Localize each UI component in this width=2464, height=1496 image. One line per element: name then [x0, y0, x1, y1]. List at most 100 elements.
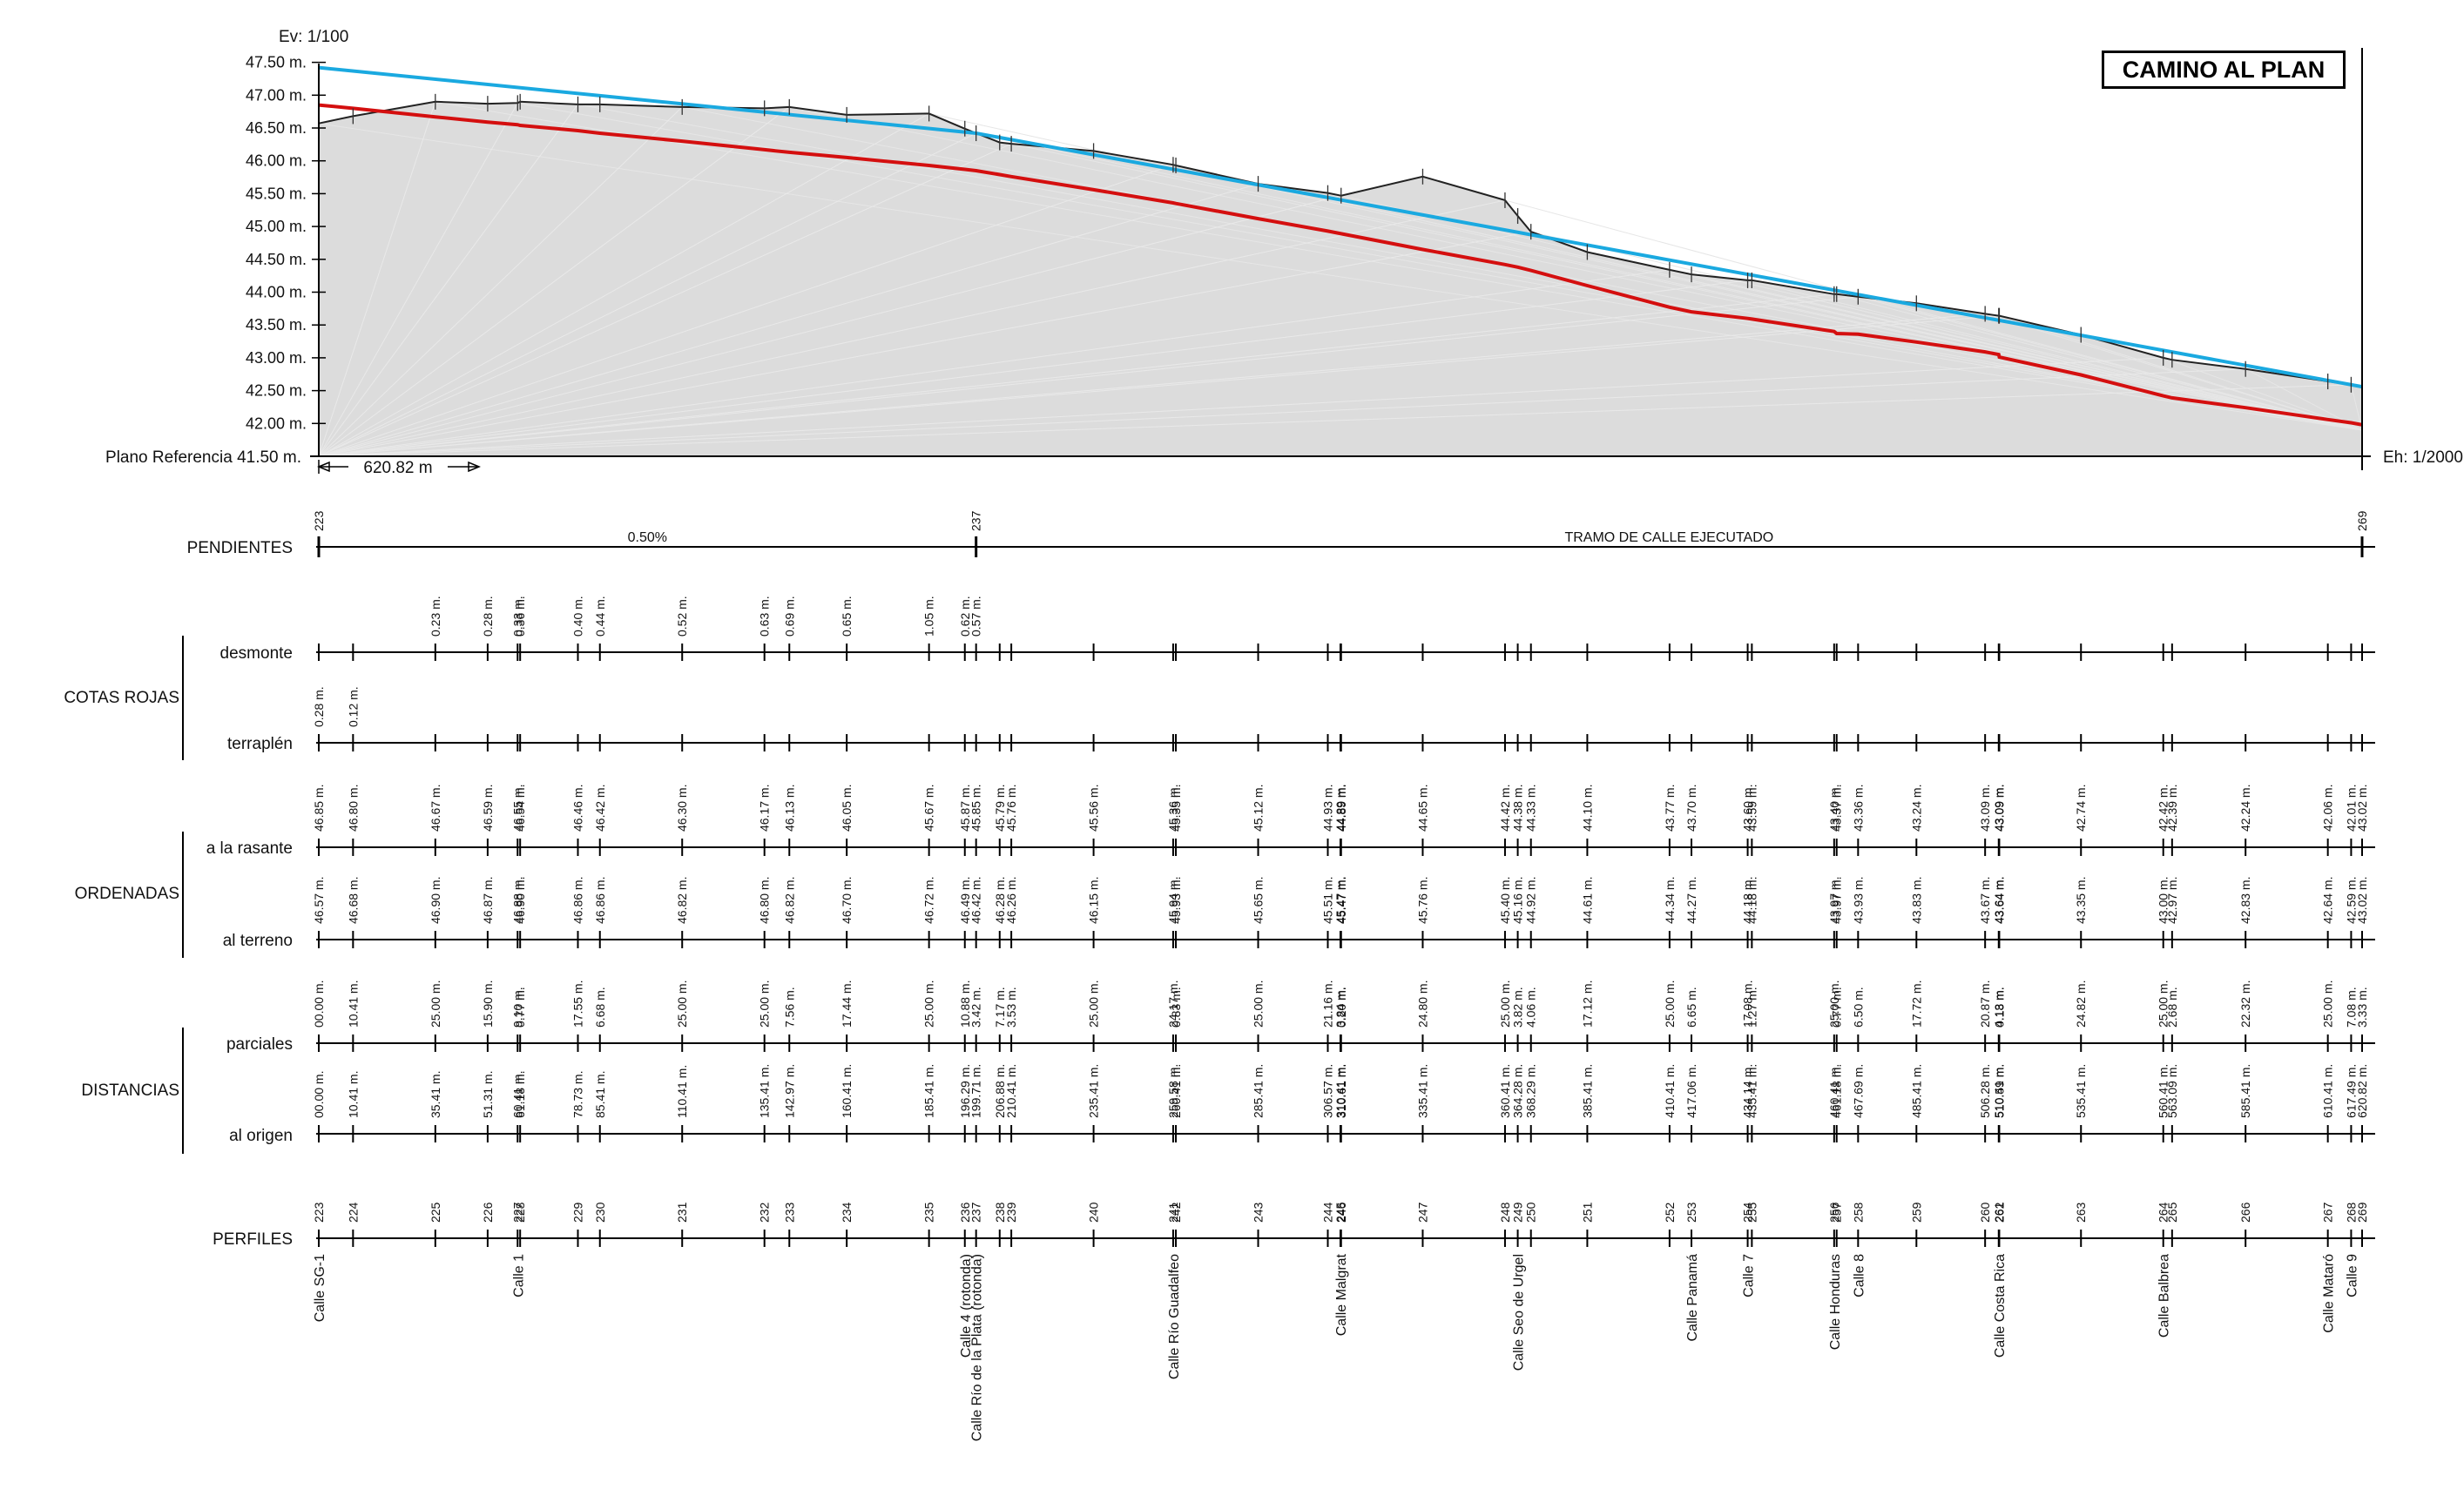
profile-number: 246	[1334, 1202, 1348, 1223]
hatch-line	[517, 102, 2363, 431]
origin-distance-value: 364.28 m.	[1511, 1064, 1525, 1118]
parcial-distance-value: 3.42 m.	[969, 987, 983, 1028]
hatch-line	[318, 164, 1174, 457]
origin-distance-value: 196.29 m.	[958, 1064, 972, 1118]
terreno-value: 46.82 m.	[782, 877, 796, 924]
hatch-line	[318, 357, 2164, 457]
terreno-value: 46.90 m.	[429, 877, 442, 924]
parcial-distance-value: 7.17 m.	[993, 987, 1007, 1028]
profile-number: 228	[513, 1202, 527, 1223]
rasante-value: 44.65 m.	[1415, 785, 1429, 832]
origin-distance-value: 460.41 m.	[1827, 1064, 1841, 1118]
parcial-distance-value: 4.13 m.	[1992, 987, 2006, 1028]
profile-number: 251	[1580, 1202, 1594, 1223]
parcial-distance-value: 10.41 m.	[346, 980, 360, 1028]
profile-number: 247	[1415, 1202, 1429, 1223]
parcial-distance-value: 4.06 m.	[1524, 987, 1538, 1028]
hatch-line	[318, 293, 1834, 457]
rasante-value: 43.09 m.	[1992, 785, 2006, 832]
rasante-value: 44.10 m.	[1580, 785, 1594, 832]
rasante-value: 46.17 m.	[758, 785, 772, 832]
terreno-value: 43.83 m.	[1909, 877, 1923, 924]
hatch-line	[1833, 293, 2363, 431]
origin-distance-value: 00.00 m.	[312, 1071, 326, 1118]
vertical-scale-label: Ev: 1/100	[279, 28, 348, 46]
origin-distance-value: 210.41 m.	[1004, 1064, 1018, 1118]
hatch-line	[318, 104, 578, 457]
total-length-dimension: 620.82 m	[317, 459, 481, 477]
hatch-line	[2350, 384, 2363, 431]
parcial-distance-value: 24.80 m.	[1415, 980, 1429, 1028]
desmonte-value: 0.63 m.	[758, 596, 772, 637]
terreno-value: 44.18 m.	[1741, 877, 1755, 924]
terreno-value: 42.64 m.	[2321, 877, 2335, 924]
horizontal-scale-label: Eh: 1/2000	[2383, 448, 2463, 467]
table-cells: 0.28 m. 46.85 m. 46.57 m. 00.00 m. 00.00 m. 2…	[312, 596, 2369, 1441]
profile-number: 223	[312, 1202, 326, 1223]
terreno-value: 43.97 m.	[1827, 877, 1841, 924]
profile-number: 231	[675, 1202, 689, 1223]
profile-number: 259	[1909, 1202, 1923, 1223]
terreno-value: 43.93 m.	[1851, 877, 1865, 924]
street-name-label: Calle Mataró	[2322, 1254, 2337, 1333]
terreno-value: 43.00 m.	[2157, 877, 2170, 924]
elevation-tick-label: 45.00 m.	[246, 218, 307, 235]
rasante-value: 45.79 m.	[993, 785, 1007, 832]
origin-distance-value: 35.41 m.	[429, 1071, 442, 1118]
hatch-line	[318, 296, 1859, 457]
terreno-value: 44.18 m.	[1745, 877, 1759, 924]
hatch-line	[318, 313, 1986, 457]
origin-distance-value: 285.41 m.	[1252, 1064, 1266, 1118]
parcial-distance-value: 2.68 m.	[2165, 987, 2179, 1028]
row-label-parciales: parciales	[226, 1035, 293, 1054]
elevation-tick-label: 46.50 m.	[246, 119, 307, 137]
desmonte-value: 0.33 m.	[510, 596, 524, 637]
row-label-rasante: a la rasante	[206, 839, 293, 858]
rasante-value: 43.70 m.	[1684, 785, 1698, 832]
row-label-perfiles: PERFILES	[213, 1230, 293, 1249]
terreno-value: 46.80 m.	[758, 877, 772, 924]
elevation-tick-label: 46.00 m.	[246, 152, 307, 170]
row-label-origen: al origen	[229, 1127, 293, 1145]
rasante-value: 46.46 m.	[571, 785, 585, 832]
street-name-label: Calle Honduras	[1828, 1254, 1843, 1350]
origin-distance-value: 506.28 m.	[1978, 1064, 1992, 1118]
origin-distance-value: 563.09 m.	[2165, 1064, 2179, 1118]
row-label-desmonte: desmonte	[220, 644, 293, 663]
elevation-tick-label: 47.50 m.	[246, 54, 307, 71]
profile-number: 256	[1827, 1202, 1841, 1223]
rasante-value: 46.05 m.	[840, 785, 854, 832]
background-hatching	[318, 101, 2363, 457]
terreno-value: 46.86 m.	[571, 877, 585, 924]
parcial-distance-value: 25.00 m.	[758, 980, 772, 1028]
parcial-distance-value: 0.18 m.	[1992, 987, 2006, 1028]
elevation-tick-label: 45.50 m.	[246, 185, 307, 202]
rasante-value: 44.38 m.	[1511, 785, 1525, 832]
rasante-value: 42.39 m.	[2165, 785, 2179, 832]
terreno-value: 43.67 m.	[1978, 877, 1992, 924]
profile-number: 262	[1992, 1202, 2006, 1223]
profile-number: 242	[1169, 1202, 1183, 1223]
parcial-distance-value: 00.00 m.	[312, 980, 326, 1028]
hatch-line	[318, 106, 790, 457]
elevation-tick-label: 43.00 m.	[246, 349, 307, 367]
hatch-line	[1011, 143, 2363, 431]
origin-distance-value: 510.41 m.	[1992, 1064, 2006, 1118]
profile-number: 268	[2344, 1202, 2358, 1223]
parcial-distance-value: 0.83 m.	[1169, 987, 1183, 1028]
hatch-line	[318, 269, 1670, 457]
terreno-value: 46.42 m.	[969, 877, 983, 924]
row-label-cotas-rojas: COTAS ROJAS	[64, 689, 179, 707]
rasante-value: 43.37 m.	[1830, 785, 1844, 832]
parcial-distance-value: 24.82 m.	[2074, 980, 2088, 1028]
parcial-distance-value: 0.77 m.	[513, 987, 527, 1028]
rasante-value: 43.24 m.	[1909, 785, 1923, 832]
rasante-value: 43.02 m.	[2355, 785, 2369, 832]
pendientes-row: 223 237 269 0.50% TRAMO DE CALLE EJECUTADO	[312, 510, 2375, 557]
terreno-value: 46.26 m.	[1004, 877, 1018, 924]
parcial-distance-value: 17.55 m.	[571, 980, 585, 1028]
parcial-distance-value: 25.00 m.	[922, 980, 936, 1028]
profile-number: 225	[429, 1202, 442, 1223]
street-name-label: Calle 9	[2345, 1254, 2359, 1297]
profile-number: 260	[1978, 1202, 1992, 1223]
